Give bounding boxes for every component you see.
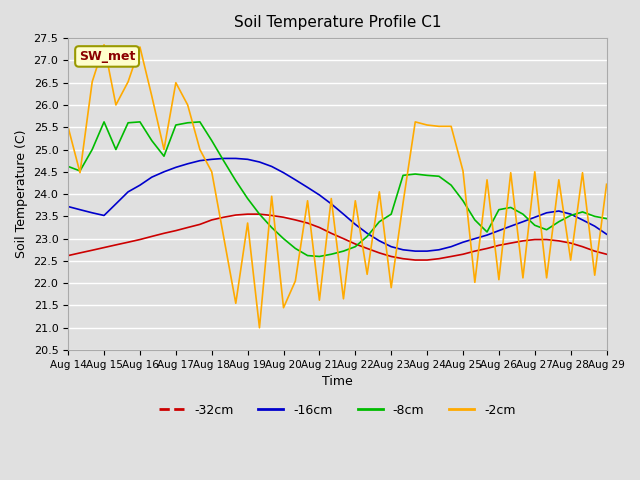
- Title: Soil Temperature Profile C1: Soil Temperature Profile C1: [234, 15, 441, 30]
- Legend: -32cm, -16cm, -8cm, -2cm: -32cm, -16cm, -8cm, -2cm: [154, 399, 521, 422]
- Text: SW_met: SW_met: [79, 50, 135, 63]
- X-axis label: Time: Time: [322, 375, 353, 388]
- Y-axis label: Soil Temperature (C): Soil Temperature (C): [15, 130, 28, 258]
